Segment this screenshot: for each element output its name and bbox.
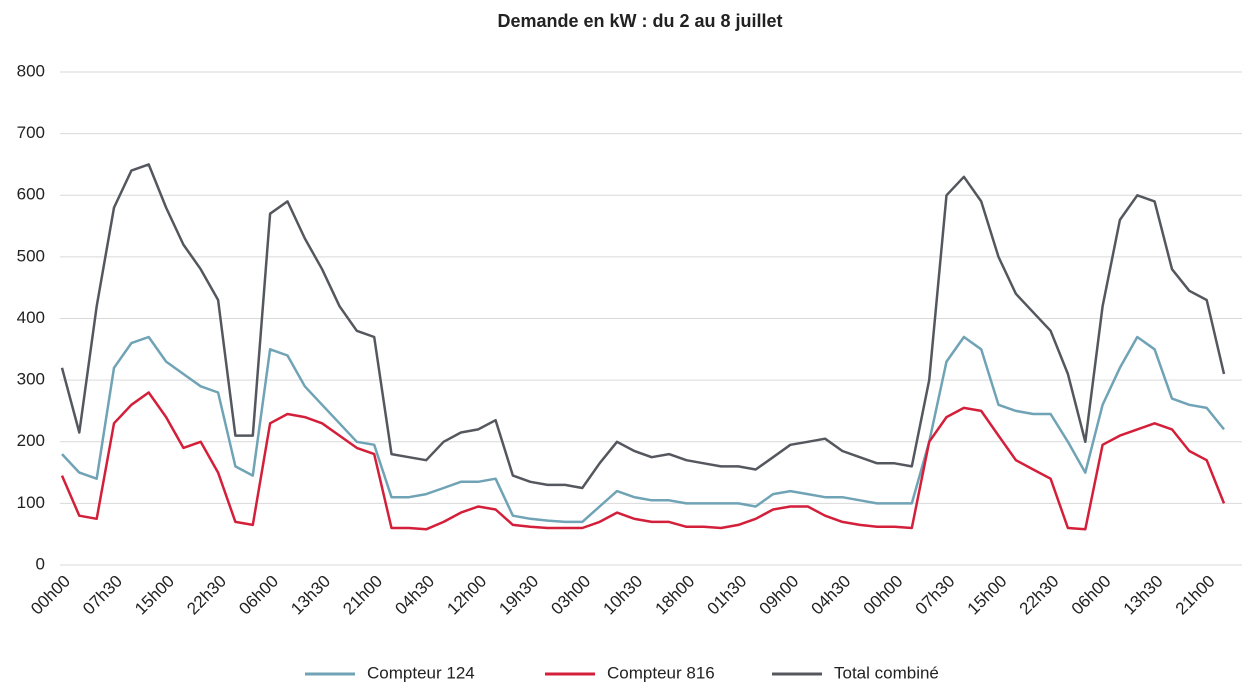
x-tick-label: 19h30 (495, 572, 542, 619)
x-tick-label: 21h00 (339, 572, 386, 619)
x-tick-label: 13h30 (1120, 572, 1167, 619)
x-tick-label: 22h30 (183, 572, 230, 619)
y-tick-label: 500 (17, 246, 45, 265)
x-tick-label: 13h30 (287, 572, 334, 619)
y-tick-label: 0 (36, 554, 45, 573)
y-tick-label: 600 (17, 185, 45, 204)
x-tick-label: 06h00 (1068, 572, 1115, 619)
x-tick-label: 18h00 (651, 572, 698, 619)
x-tick-label: 09h00 (756, 572, 803, 619)
chart-title: Demande en kW : du 2 au 8 juillet (497, 11, 782, 31)
y-tick-label: 700 (17, 123, 45, 142)
x-tick-label: 04h30 (391, 572, 438, 619)
y-tick-label: 200 (17, 431, 45, 450)
x-tick-label: 00h00 (860, 572, 907, 619)
y-tick-label: 300 (17, 370, 45, 389)
x-tick-label: 00h00 (27, 572, 74, 619)
y-tick-label: 400 (17, 308, 45, 327)
x-tick-label: 03h00 (547, 572, 594, 619)
x-tick-label: 21h00 (1172, 572, 1219, 619)
y-tick-label: 100 (17, 493, 45, 512)
legend-label: Total combiné (834, 663, 939, 682)
x-tick-label: 07h30 (79, 572, 126, 619)
x-tick-label: 01h30 (704, 572, 751, 619)
series-line (61, 335, 1225, 524)
x-tick-label: 06h00 (235, 572, 282, 619)
x-tick-label: 07h30 (912, 572, 959, 619)
x-tick-label: 10h30 (599, 572, 646, 619)
x-tick-label: 15h00 (964, 572, 1011, 619)
x-tick-label: 12h00 (443, 572, 490, 619)
legend-label: Compteur 816 (607, 663, 715, 682)
series-line (60, 391, 1226, 531)
x-tick-label: 15h00 (131, 572, 178, 619)
y-tick-label: 800 (17, 61, 45, 80)
legend-label: Compteur 124 (367, 663, 475, 682)
x-tick-label: 04h30 (808, 572, 855, 619)
x-tick-label: 22h30 (1016, 572, 1063, 619)
series-line (60, 163, 1226, 490)
